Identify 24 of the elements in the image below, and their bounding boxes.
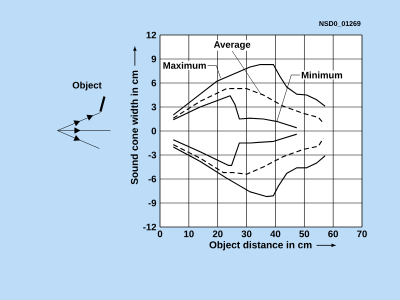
y-tick-label: 6 [152, 80, 156, 86]
text: Object [72, 82, 102, 90]
y-tick-label: -12 [143, 224, 156, 230]
x-axis-title: Object distance in cm [210, 241, 312, 250]
annotation: Maximum [163, 62, 206, 69]
y-tick-label: 12 [146, 32, 156, 38]
y-tick-label: 3 [151, 104, 156, 110]
x-tick-label: 50 [299, 230, 310, 238]
x-tick-label: 10 [184, 230, 194, 238]
x-tick-label: 60 [328, 230, 338, 238]
x-tick-label: 70 [357, 230, 367, 238]
y-tick-label: -3 [148, 152, 156, 158]
x-tick-label: 0 [158, 230, 162, 238]
x-tick-label: 20 [212, 230, 223, 238]
x-tick-label: 40 [270, 230, 280, 238]
y-tick-label: 9 [152, 56, 156, 62]
annotation: Minimum [302, 72, 342, 78]
y-tick-label: 0 [152, 128, 156, 134]
y-tick-label: -6 [148, 176, 156, 182]
annotation: Average [214, 41, 250, 50]
y-tick-label: -9 [148, 200, 156, 206]
x-tick-label: 30 [242, 230, 252, 238]
line-series [172, 134, 298, 166]
y-axis-title: Sound cone width in cm [130, 70, 138, 184]
